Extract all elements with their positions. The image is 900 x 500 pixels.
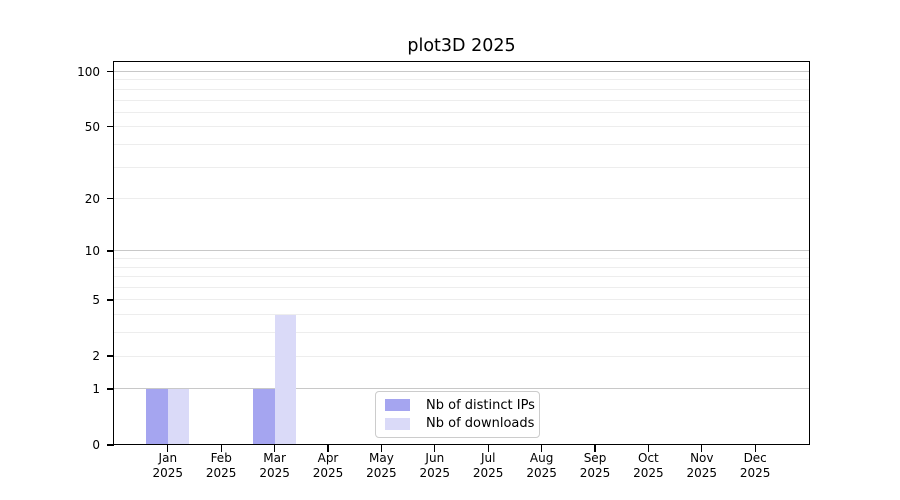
bar-distinct-ips [253, 388, 275, 445]
x-tick-label: Oct 2025 [633, 451, 664, 480]
x-tick-label: Feb 2025 [205, 451, 237, 480]
x-tick-label: Jun 2025 [419, 451, 451, 480]
gridline-minor [113, 111, 810, 113]
chart-title: plot3D 2025 [407, 36, 516, 56]
gridline-minor [113, 266, 810, 268]
x-tick-mark [220, 445, 222, 452]
bar-distinct-ips [146, 388, 168, 445]
x-tick-label: Dec 2025 [739, 451, 771, 480]
y-tick-mark [107, 197, 114, 200]
y-tick-mark [107, 126, 114, 128]
plot-area [113, 61, 810, 445]
y-tick-mark [107, 355, 114, 357]
gridline-major [113, 71, 810, 72]
y-tick-label: 1 [92, 381, 100, 396]
x-tick-label: Apr 2025 [312, 451, 344, 480]
gridline-minor [113, 332, 810, 334]
bar-downloads [274, 314, 296, 445]
gridline-minor [113, 99, 810, 101]
y-tick-label: 50 [84, 119, 100, 134]
x-tick-label: Aug 2025 [526, 451, 557, 480]
x-tick-mark [434, 445, 436, 452]
y-tick-label: 2 [92, 349, 100, 364]
gridline-minor [113, 314, 810, 316]
legend: Nb of distinct IPs Nb of downloads [375, 391, 540, 438]
legend-entry-downloads: Nb of downloads [385, 416, 534, 431]
x-tick-mark [167, 445, 169, 452]
y-tick-label: 100 [77, 64, 100, 79]
legend-swatch-downloads [385, 417, 410, 430]
y-tick-mark [107, 299, 114, 301]
y-tick-mark [107, 70, 114, 73]
x-tick-mark [487, 445, 489, 452]
gridline-minor [113, 258, 810, 260]
gridline-minor [113, 287, 810, 289]
y-tick-mark [107, 250, 114, 252]
x-tick-mark [594, 445, 596, 452]
bar-downloads [167, 388, 190, 445]
gridline-minor [113, 79, 810, 81]
x-tick-mark [327, 445, 329, 452]
x-tick-label: May 2025 [366, 451, 397, 480]
gridline-minor [113, 276, 810, 278]
gridline-minor [113, 126, 810, 128]
x-tick-mark [701, 445, 703, 452]
legend-label-distinct-ips: Nb of distinct IPs [426, 397, 535, 413]
gridline-major [113, 388, 810, 390]
legend-entry-distinct-ips: Nb of distinct IPs [385, 398, 535, 413]
x-tick-label: Jul 2025 [472, 451, 504, 480]
y-tick-label: 5 [92, 292, 100, 307]
legend-swatch-distinct-ips [385, 399, 410, 412]
gridline-minor [113, 166, 810, 168]
y-tick-mark [107, 388, 114, 390]
x-tick-mark [754, 445, 756, 452]
gridline-minor [113, 143, 810, 145]
gridline-major [113, 250, 810, 252]
y-tick-label: 20 [84, 191, 100, 206]
x-tick-label: Nov 2025 [686, 451, 718, 480]
x-tick-mark [540, 445, 543, 452]
x-tick-label: Jan 2025 [152, 451, 184, 480]
gridline-minor [113, 88, 810, 90]
x-tick-mark [380, 445, 383, 452]
y-tick-label: 0 [92, 438, 100, 452]
legend-label-downloads: Nb of downloads [426, 416, 535, 432]
x-tick-mark [647, 445, 650, 452]
x-tick-label: Sep 2025 [579, 451, 611, 480]
x-tick-mark [273, 445, 276, 452]
x-tick-label: Mar 2025 [259, 451, 290, 480]
y-tick-mark [107, 444, 114, 446]
gridline-minor [113, 198, 810, 200]
gridline-minor [113, 299, 810, 301]
gridline-minor [113, 355, 810, 357]
y-tick-label: 10 [84, 243, 100, 258]
